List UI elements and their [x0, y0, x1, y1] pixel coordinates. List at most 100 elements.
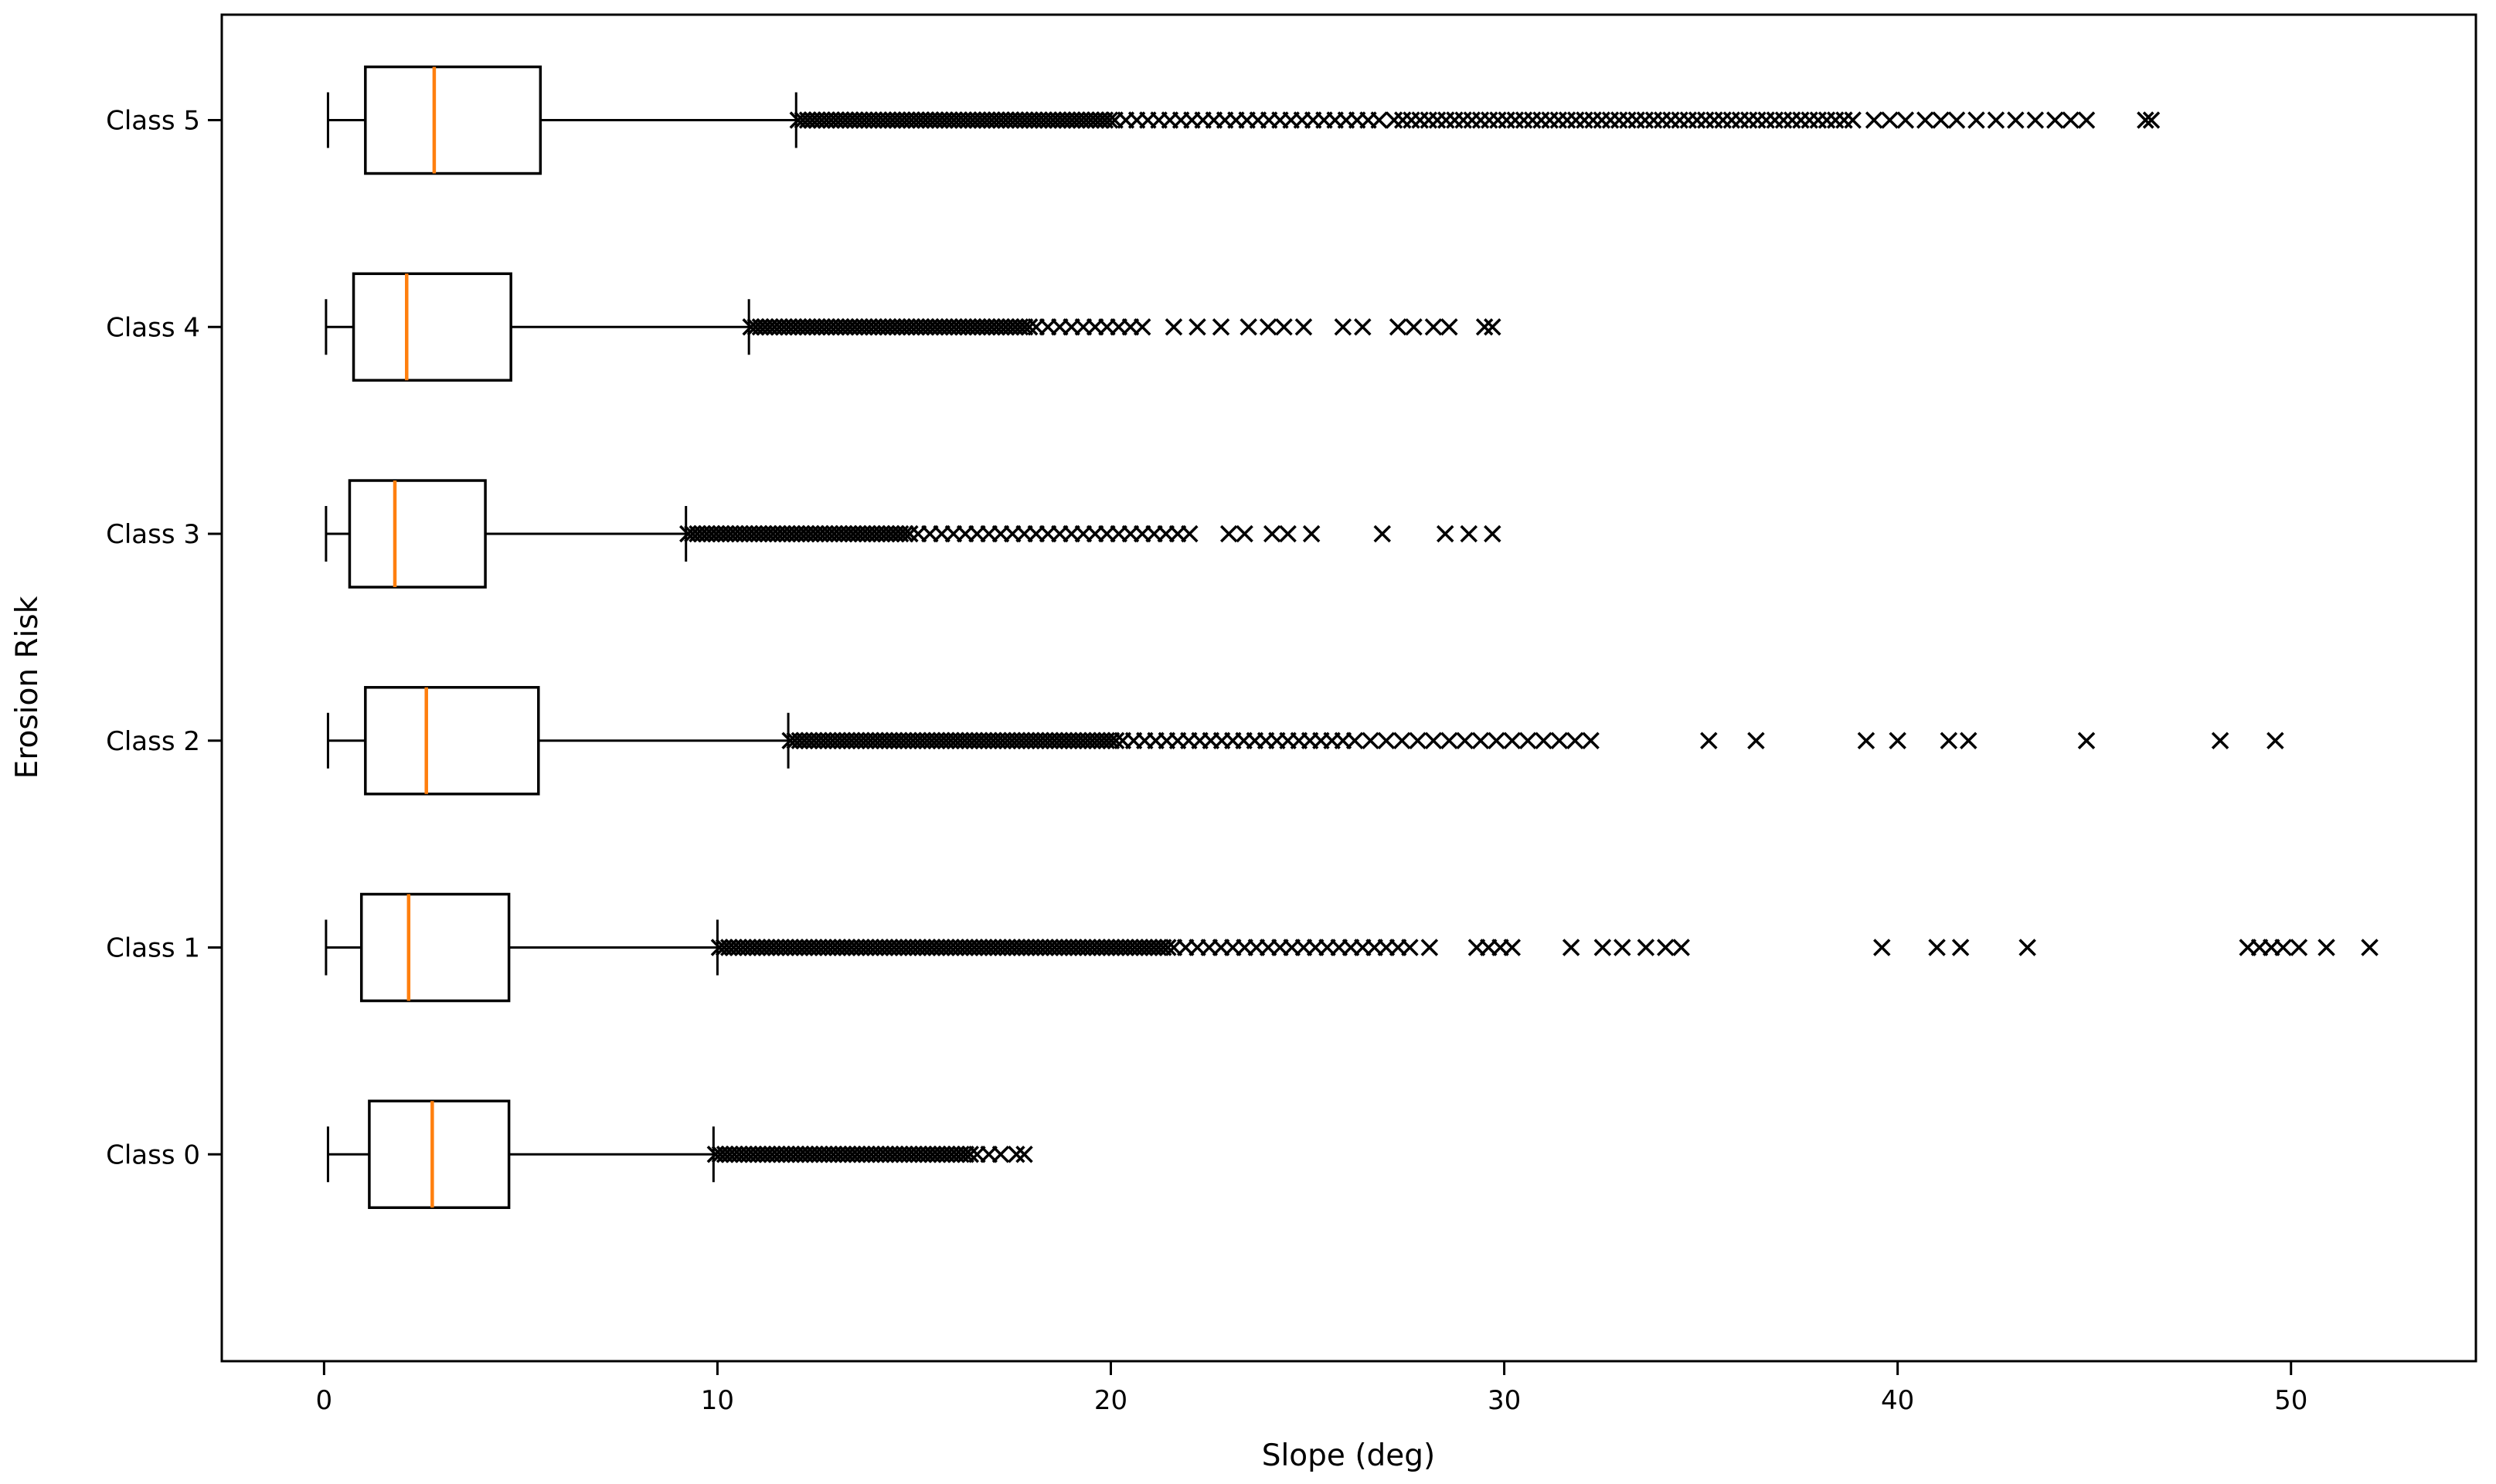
outlier-marker: [1334, 318, 1352, 336]
x-tick-label: 10: [701, 1385, 734, 1416]
outlier-marker: [1302, 525, 1321, 543]
outlier-marker: [1987, 111, 2005, 129]
y-tick-label: Class 2: [106, 726, 200, 757]
outlier-marker: [1134, 318, 1151, 336]
outlier-marker: [1576, 111, 1593, 129]
x-tick-label: 20: [1094, 1385, 1127, 1416]
outlier-marker: [1405, 318, 1423, 336]
outlier-marker: [1424, 732, 1443, 750]
outlier-marker: [1672, 939, 1690, 956]
outlier-marker: [1436, 525, 1454, 543]
outlier-marker: [1593, 939, 1612, 956]
outlier-marker: [1835, 111, 1853, 129]
outlier-marker: [1636, 111, 1654, 129]
outlier-marker: [1619, 111, 1637, 129]
outlier-marker: [2361, 939, 2379, 956]
y-tick-label: Class 5: [106, 106, 200, 137]
outlier-marker: [2062, 111, 2079, 129]
outlier-marker: [1403, 111, 1420, 129]
outlier-marker: [1401, 939, 1419, 956]
outlier-marker: [1484, 318, 1501, 336]
outlier-marker: [2266, 732, 2284, 750]
outlier-marker: [1354, 318, 1372, 336]
outlier-marker: [1584, 111, 1602, 129]
outlier-marker: [1653, 111, 1671, 129]
outlier-marker: [1377, 732, 1396, 750]
outlier-marker: [1627, 111, 1645, 129]
outlier-marker: [1107, 732, 1125, 750]
iqr-box: [348, 479, 487, 589]
outlier-marker: [1440, 318, 1458, 336]
outlier-marker: [1463, 111, 1481, 129]
iqr-box: [368, 1099, 511, 1210]
outlier-marker: [1424, 318, 1443, 336]
outlier-marker: [1471, 111, 1490, 129]
outlier-marker: [1503, 732, 1522, 750]
outlier-marker: [1562, 939, 1580, 956]
outlier-marker: [1705, 111, 1723, 129]
outlier-marker: [2142, 111, 2161, 129]
outlier-marker: [1446, 111, 1464, 129]
outlier-marker: [1275, 318, 1293, 336]
outlier-marker: [1015, 1146, 1033, 1163]
outlier-marker: [1679, 111, 1698, 129]
outlier-marker: [1503, 939, 1522, 956]
outlier-marker: [1566, 732, 1584, 750]
outlier-marker: [1394, 111, 1412, 129]
outlier-marker: [961, 1146, 980, 1163]
outlier-marker: [1747, 732, 1765, 750]
outlier-marker: [1506, 111, 1525, 129]
outlier-marker: [1722, 111, 1741, 129]
outlier-marker: [1518, 732, 1537, 750]
outlier-marker: [1212, 318, 1230, 336]
outlier-marker: [2211, 732, 2229, 750]
outlier-marker: [2046, 111, 2064, 129]
outlier-marker: [1700, 732, 1718, 750]
iqr-box: [352, 272, 512, 382]
outlier-marker: [1279, 525, 1297, 543]
outlier-marker: [1696, 111, 1715, 129]
box-group-class-1: [325, 892, 719, 1003]
outlier-marker: [1294, 318, 1313, 336]
outlier-marker: [1601, 111, 1620, 129]
outlier-marker: [1714, 111, 1732, 129]
outlier-marker: [1389, 318, 1407, 336]
outlier-marker: [1637, 939, 1655, 956]
outlier-marker: [1889, 732, 1906, 750]
outlier-marker: [896, 525, 914, 543]
x-tick-label: 30: [1488, 1385, 1521, 1416]
outlier-marker: [1535, 732, 1552, 750]
x-tick-label: 0: [316, 1385, 333, 1416]
outlier-marker: [1558, 111, 1576, 129]
outlier-marker: [1411, 111, 1429, 129]
outlier-marker: [1671, 111, 1688, 129]
outlier-marker: [1757, 111, 1775, 129]
outlier-marker: [1484, 525, 1501, 543]
outlier-marker: [1481, 111, 1498, 129]
outlier-marker: [1881, 111, 1899, 129]
outlier-marker: [2077, 111, 2096, 129]
y-axis-label: Erosion Risk: [10, 596, 45, 779]
box-group-class-4: [325, 272, 750, 382]
outlier-marker: [1801, 111, 1818, 129]
outlier-marker: [1393, 732, 1411, 750]
outlier-marker: [901, 525, 919, 543]
y-tick-label: Class 3: [106, 519, 200, 550]
outlier-marker: [1567, 111, 1585, 129]
outlier-marker: [1165, 318, 1183, 336]
outlier-marker: [2274, 939, 2292, 956]
iqr-box: [359, 892, 511, 1003]
outlier-marker: [1550, 732, 1569, 750]
outlier-marker: [1857, 732, 1875, 750]
outlier-marker: [1420, 939, 1439, 956]
iqr-box: [364, 686, 540, 796]
outlier-marker: [1783, 111, 1801, 129]
outlier-marker: [1515, 111, 1533, 129]
y-tick-label: Class 1: [106, 933, 200, 964]
outlier-marker: [1454, 111, 1472, 129]
outlier-marker: [1420, 111, 1438, 129]
outlier-marker: [1008, 1146, 1025, 1163]
outlier-marker: [1844, 111, 1862, 129]
